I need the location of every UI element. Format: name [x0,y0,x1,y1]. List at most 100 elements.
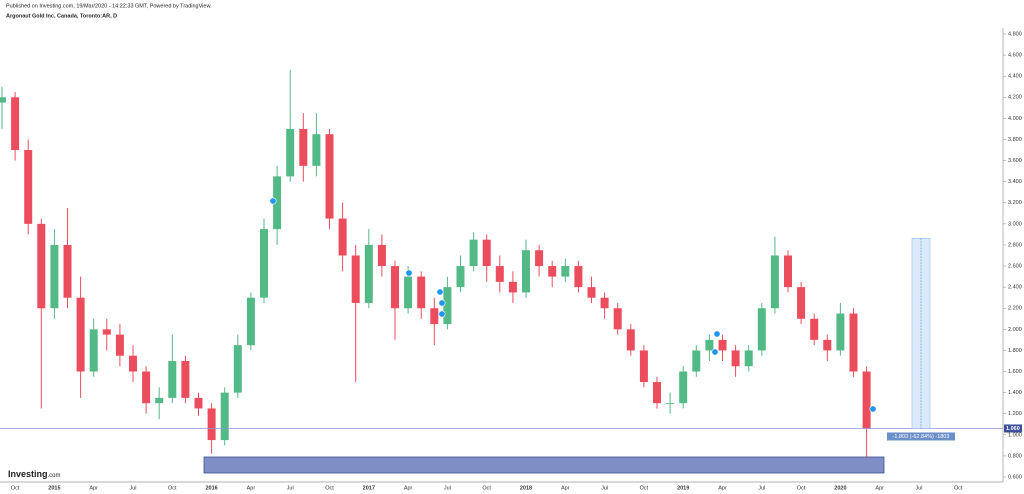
candle-body [24,150,33,224]
y-tick-label: 2.400 [1008,285,1022,291]
candle-body [692,350,701,372]
candle-body [443,287,452,325]
y-tick-label: 3.600 [1008,158,1022,164]
x-tick-label: Apr [561,485,570,491]
event-marker [711,348,719,356]
x-tick-label: Apr [89,485,98,491]
x-tick-label: 2017 [363,485,375,491]
x-tick-label: Apr [404,485,413,491]
event-marker [438,310,446,318]
candle-body [626,329,635,351]
candle-body [220,392,229,441]
candle-body [299,128,308,166]
event-marker [436,288,444,296]
x-tick-label: Jul [129,485,136,491]
candle-body [849,313,858,372]
y-tick-label: 4.800 [1008,31,1022,37]
candle-body [600,297,609,309]
candle-body [705,339,714,351]
event-marker [869,405,877,413]
y-tick-label: 1.800 [1008,348,1022,354]
x-tick-label: 2019 [677,485,689,491]
logo: Investing.com [8,469,61,479]
candle-body [810,318,819,340]
candle-body [836,313,845,351]
candle-body [574,266,583,288]
x-tick-label: Jul [758,485,765,491]
candle-body [338,218,347,256]
candle-body [391,266,399,309]
candle-body [168,360,177,398]
y-tick-label: 3.400 [1008,179,1022,185]
measure-badge [887,432,955,441]
y-tick-label: 1.000 [1008,432,1022,438]
candle-body [404,276,413,309]
candle-body [862,371,871,429]
candle-body [207,408,216,441]
x-tick-label: Oct [797,485,806,491]
x-tick-label: Oct [640,485,649,491]
y-tick-label: 3.000 [1008,221,1022,227]
candle-body [351,255,360,303]
x-tick-label: Jul [601,485,608,491]
candle-body [89,329,98,372]
x-tick-label: Jul [287,485,294,491]
plot: 0.600 0.800 1.000 1.200 1.400 1.600 1.800 2.000… [0,31,1022,491]
y-tick-label: 0.600 [1008,474,1022,480]
measure-label: -1.803 (-62.84%) -1803 [893,434,950,440]
x-tick-label: Apr [875,485,884,491]
event-marker [269,197,277,205]
last-price-badge [1004,424,1022,433]
candle-body [797,287,806,319]
y-tick-label: 4.600 [1008,53,1022,59]
candle-body [469,239,478,267]
x-tick-label: Oct [11,485,20,491]
candle-body [260,229,268,298]
candle-body [0,97,6,103]
candle-body [181,360,190,398]
x-tick-label: 2020 [834,485,846,491]
candle-body [495,266,504,282]
event-marker [713,330,721,338]
zone-rectangle [203,456,885,474]
candle-body [770,255,779,309]
x-tick-label: Apr [718,485,727,491]
logo-suffix: .com [48,473,61,479]
y-tick-label: 1.400 [1008,390,1022,396]
x-tick-label: 2015 [48,485,60,491]
event-marker [405,269,413,277]
candle-body [194,397,203,409]
candle-body [731,350,740,367]
y-tick-label: 3.800 [1008,137,1022,143]
x-tick-label: Jul [915,485,922,491]
x-tick-label: Oct [954,485,963,491]
candle-body [76,297,85,372]
candle-body [377,244,386,267]
candle-body [522,250,530,293]
candle-body [246,297,255,346]
candle-body [744,350,753,367]
candle-body [233,345,242,393]
x-tick-label: 2016 [205,485,217,491]
candle-body [430,308,439,325]
candle-body [37,223,46,309]
y-tick-label: 4.400 [1008,74,1022,80]
candle-body [142,371,151,404]
candle-body [456,266,465,288]
candle-body [823,339,832,351]
y-tick-label: 2.200 [1008,306,1022,312]
y-tick-label: 2.600 [1008,264,1022,270]
y-tick-label: 2.800 [1008,242,1022,248]
candle-body [50,244,59,309]
candle-body [587,287,596,298]
candle-body [613,308,622,330]
candle-body [561,266,570,277]
event-marker [438,299,446,307]
published-note: Published on Investing.com, 19/Mar/2020 … [6,3,212,9]
y-tick-label: 2.000 [1008,327,1022,333]
candle-body [679,371,688,404]
candle-body [757,308,766,351]
candle-body [312,134,321,166]
